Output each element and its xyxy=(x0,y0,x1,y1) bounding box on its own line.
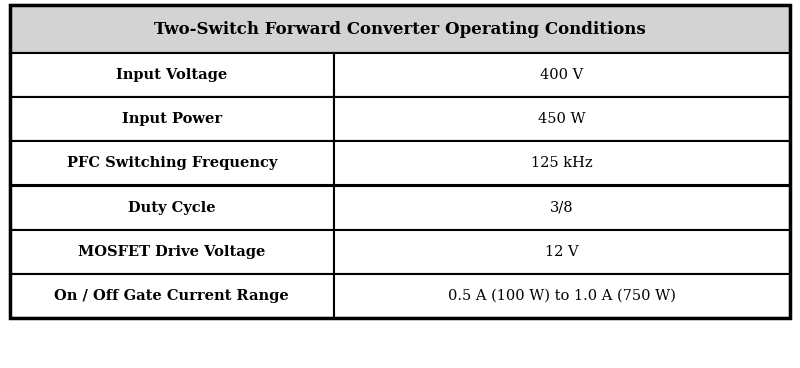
Bar xyxy=(10,230,334,274)
Bar xyxy=(334,230,790,274)
Text: 0.5 A (100 W) to 1.0 A (750 W): 0.5 A (100 W) to 1.0 A (750 W) xyxy=(448,289,676,303)
Bar xyxy=(334,53,790,97)
Bar xyxy=(10,185,334,230)
Text: Duty Cycle: Duty Cycle xyxy=(128,201,216,215)
Text: Input Voltage: Input Voltage xyxy=(116,68,227,82)
Text: On / Off Gate Current Range: On / Off Gate Current Range xyxy=(54,289,290,303)
Text: PFC Switching Frequency: PFC Switching Frequency xyxy=(66,156,277,170)
Bar xyxy=(334,97,790,141)
Bar xyxy=(10,97,334,141)
Bar xyxy=(10,5,790,53)
Text: 125 kHz: 125 kHz xyxy=(531,156,593,170)
Bar xyxy=(10,5,790,318)
Bar xyxy=(334,185,790,230)
Text: MOSFET Drive Voltage: MOSFET Drive Voltage xyxy=(78,245,266,259)
Text: Input Power: Input Power xyxy=(122,112,222,126)
Text: 3/8: 3/8 xyxy=(550,201,574,215)
Bar xyxy=(10,274,334,318)
Bar xyxy=(334,274,790,318)
Text: 400 V: 400 V xyxy=(540,68,583,82)
Text: 12 V: 12 V xyxy=(545,245,578,259)
Bar xyxy=(334,141,790,185)
Bar xyxy=(10,141,334,185)
Text: 450 W: 450 W xyxy=(538,112,586,126)
Text: Two-Switch Forward Converter Operating Conditions: Two-Switch Forward Converter Operating C… xyxy=(154,21,646,38)
Bar xyxy=(10,53,334,97)
